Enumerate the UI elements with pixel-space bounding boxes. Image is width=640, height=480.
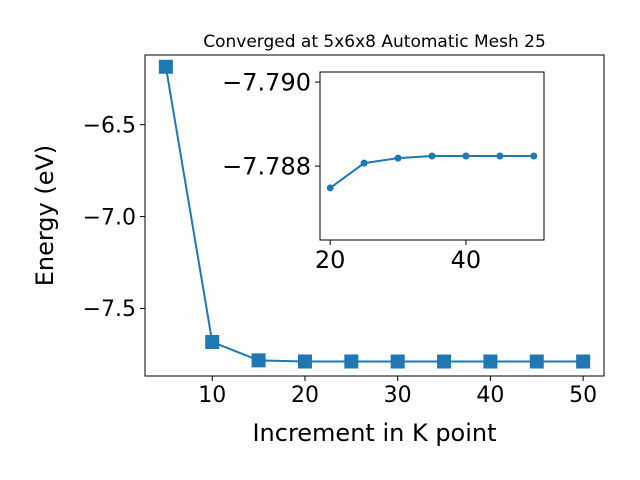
x-tick-label: 40 [451,246,482,274]
marker [483,354,498,369]
x-tick-label: 10 [198,383,226,408]
x-tick-label: 50 [569,383,597,408]
y-tick-label: −7.790 [222,68,311,96]
marker [360,159,368,167]
marker [428,152,436,160]
x-axis-label: Increment in K point [252,419,496,447]
marker [297,354,312,369]
y-axis-label: Energy (eV) [31,145,59,287]
marker [205,334,220,349]
marker [251,353,266,368]
x-tick-label: 20 [315,246,346,274]
marker [344,354,359,369]
y-tick-label: −7.788 [222,152,311,180]
x-tick-label: 30 [384,383,412,408]
x-tick-label: 20 [291,383,319,408]
y-tick-label: −7.0 [83,205,136,230]
marker [462,152,470,160]
chart-title: Converged at 5x6x8 Automatic Mesh 25 [203,32,546,52]
x-tick-label: 40 [476,383,504,408]
marker [158,59,173,74]
series-line [164,66,584,363]
marker [326,184,334,192]
marker [576,354,591,369]
y-tick-label: −7.5 [83,297,136,322]
marker [390,354,405,369]
marker [529,354,544,369]
marker [394,154,402,162]
y-tick-label: −6.5 [83,113,136,138]
marker [496,152,504,160]
marker [437,354,452,369]
marker [530,152,538,160]
